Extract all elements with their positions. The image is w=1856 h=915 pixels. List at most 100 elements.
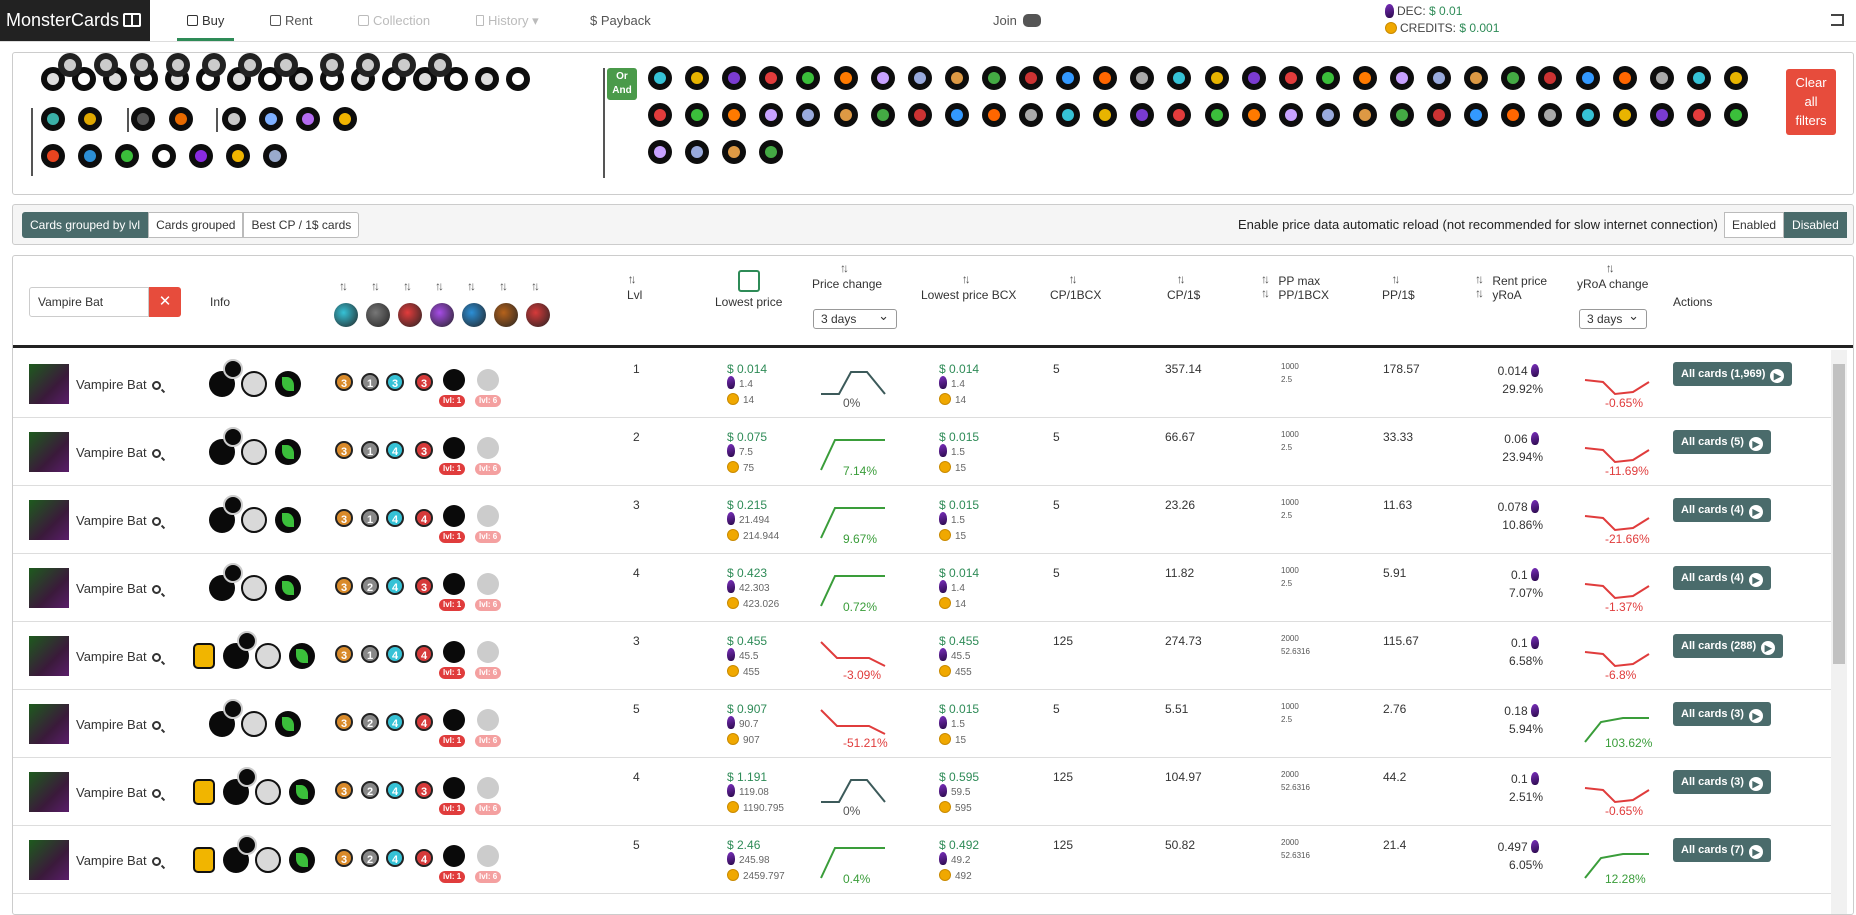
search-icon[interactable] [151, 517, 161, 526]
nav-history[interactable]: History ▾ [466, 0, 549, 41]
lowest-bcx-price[interactable]: $ 0.595 59.5 595 [939, 770, 979, 816]
type-filter[interactable] [169, 107, 193, 131]
tab-grouped[interactable]: Cards grouped [148, 212, 244, 238]
card-name[interactable]: Vampire Bat [76, 377, 161, 392]
skill-filter[interactable] [1019, 66, 1043, 90]
all-cards-button[interactable]: All cards (1,969) ▶ [1673, 362, 1793, 386]
skill-filter[interactable] [944, 66, 969, 90]
scrollbar[interactable] [1831, 350, 1847, 914]
card-thumbnail[interactable] [29, 568, 69, 608]
element-filter[interactable] [78, 144, 102, 168]
table-row[interactable]: Vampire Bat 3 1 4 4 lvl: 1 lvl: 6 3 $ 0.455 45.5 4… [13, 622, 1831, 690]
skill-filter[interactable] [1575, 103, 1600, 127]
scrollbar-thumb[interactable] [1833, 364, 1845, 664]
card-name[interactable]: Vampire Bat [76, 853, 161, 868]
all-cards-button[interactable]: All cards (4) ▶ [1673, 566, 1771, 590]
skill-filter[interactable] [648, 66, 672, 90]
all-cards-button[interactable]: All cards (7) ▶ [1673, 838, 1771, 862]
all-cards-button[interactable]: All cards (5) ▶ [1673, 430, 1771, 454]
card-name[interactable]: Vampire Bat [76, 649, 161, 664]
lowest-bcx-price[interactable]: $ 0.015 1.5 15 [939, 702, 979, 748]
sort-icon[interactable] [371, 279, 385, 293]
ability-sub-filter[interactable] [356, 53, 380, 77]
skill-filter[interactable] [1538, 103, 1563, 127]
search-icon[interactable] [151, 585, 161, 594]
sort-icon[interactable] [499, 279, 513, 293]
type-filter[interactable] [222, 107, 246, 131]
skill-filter[interactable] [1464, 66, 1489, 90]
table-row[interactable]: Vampire Bat 3 1 4 4 lvl: 1 lvl: 6 3 $ 0.215 21.49… [13, 486, 1831, 554]
search-input[interactable]: Vampire Bat [29, 287, 149, 317]
ability-sub-filter[interactable] [392, 53, 416, 77]
skill-filter[interactable] [870, 103, 895, 127]
skill-filter[interactable] [1093, 66, 1118, 90]
card-name[interactable]: Vampire Bat [76, 581, 161, 596]
skill-filter[interactable] [833, 103, 858, 127]
card-name[interactable]: Vampire Bat [76, 513, 161, 528]
reload-enabled-button[interactable]: Enabled [1724, 212, 1785, 238]
skill-filter[interactable] [1093, 103, 1118, 127]
yroa-period-select[interactable]: 3 days [1579, 307, 1647, 329]
skill-filter[interactable] [722, 66, 747, 90]
skill-filter[interactable] [1241, 66, 1266, 90]
lowest-price[interactable]: $ 1.191 119.08 1190.795 [727, 770, 784, 816]
card-name[interactable]: Vampire Bat [76, 717, 161, 732]
skill-filter[interactable] [944, 103, 969, 127]
lowest-bcx-price[interactable]: $ 0.015 1.5 15 [939, 430, 979, 476]
price-change-period-select[interactable]: 3 days [813, 307, 897, 329]
ability-sub-filter[interactable] [58, 53, 82, 77]
table-row[interactable]: Vampire Bat 3 2 4 3 lvl: 1 lvl: 6 4 $ 1.191 119.0… [13, 758, 1831, 826]
ability-sub-filter[interactable] [238, 53, 262, 77]
lowest-price[interactable]: $ 0.907 90.7 907 [727, 702, 767, 748]
skill-filter[interactable] [1315, 66, 1340, 90]
skill-filter[interactable] [1723, 66, 1748, 90]
skill-filter[interactable] [1167, 66, 1192, 90]
ability-filter[interactable] [103, 67, 127, 91]
ability-sub-filter[interactable] [274, 53, 298, 77]
reload-disabled-button[interactable]: Disabled [1784, 212, 1847, 238]
skill-filter[interactable] [759, 66, 784, 90]
skill-filter[interactable] [685, 140, 710, 164]
skill-filter[interactable] [722, 140, 747, 164]
lowest-bcx-price[interactable]: $ 0.492 49.2 492 [939, 838, 979, 884]
element-filter[interactable] [226, 144, 250, 168]
skill-filter[interactable] [1427, 103, 1452, 127]
skill-filter[interactable] [1723, 103, 1748, 127]
app-logo[interactable]: MonsterCards [0, 0, 150, 41]
ability-filter[interactable] [475, 67, 499, 91]
sort-price-change[interactable]: Price change [812, 261, 882, 291]
skill-filter[interactable] [759, 103, 784, 127]
ability-sub-filter[interactable] [320, 53, 344, 77]
element-filter[interactable] [152, 144, 176, 168]
skill-filter[interactable] [1204, 66, 1229, 90]
skill-filter[interactable] [1056, 66, 1081, 90]
skill-filter[interactable] [685, 103, 710, 127]
skill-filter[interactable] [1278, 66, 1303, 90]
skill-filter[interactable] [796, 103, 821, 127]
skill-filter[interactable] [685, 66, 710, 90]
card-name[interactable]: Vampire Bat [76, 445, 161, 460]
ability-sub-filter[interactable] [428, 53, 452, 77]
skill-filter[interactable] [1686, 66, 1711, 90]
or-and-toggle[interactable]: Or And [607, 68, 637, 100]
skill-filter[interactable] [1649, 66, 1674, 90]
card-thumbnail[interactable] [29, 432, 69, 472]
skill-filter[interactable] [1501, 66, 1526, 90]
skill-filter[interactable] [1390, 66, 1414, 90]
skill-filter[interactable] [1056, 103, 1081, 127]
table-row[interactable]: Vampire Bat 3 1 4 3 lvl: 1 lvl: 6 2 $ 0.075 7.5 75… [13, 418, 1831, 486]
skill-filter[interactable] [759, 140, 784, 164]
join-discord-link[interactable]: Join [993, 0, 1041, 41]
lowest-price[interactable]: $ 0.075 7.5 75 [727, 430, 767, 476]
sort-icon[interactable] [435, 279, 449, 293]
logout-icon[interactable] [1831, 14, 1844, 26]
all-cards-button[interactable]: All cards (3) ▶ [1673, 702, 1771, 726]
skill-filter[interactable] [1167, 103, 1192, 127]
skill-filter[interactable] [648, 140, 672, 164]
type-filter[interactable] [131, 107, 155, 131]
search-icon[interactable] [151, 789, 161, 798]
sort-icon[interactable] [403, 279, 417, 293]
skill-filter[interactable] [870, 66, 895, 90]
type-filter[interactable] [296, 107, 320, 131]
sort-yroa-change[interactable]: yRoA change [1577, 261, 1648, 291]
